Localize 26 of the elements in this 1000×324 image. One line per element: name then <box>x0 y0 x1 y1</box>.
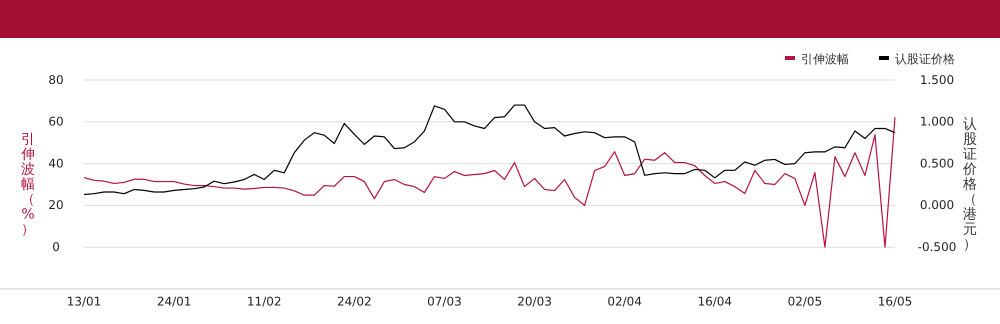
line-series <box>83 116 896 248</box>
x-tick-label: 24/01 <box>156 294 192 309</box>
x-tick-label: 24/02 <box>337 294 372 309</box>
line-series <box>83 104 896 196</box>
x-tick-label: 16/04 <box>697 294 732 309</box>
y-tick-label: 60 <box>48 114 64 129</box>
x-tick-label: 07/03 <box>427 294 462 309</box>
y2-tick-label: -0.500 <box>918 240 956 254</box>
y2-tick-label: 0.000 <box>920 198 954 212</box>
x-tick-label: 16/05 <box>878 294 912 309</box>
y-axis-title: 引伸波幅（%） <box>20 132 35 238</box>
x-tick-label: 02/04 <box>607 294 642 309</box>
text: 认股证价格（港元） <box>963 116 977 252</box>
x-tick-label: 20/03 <box>517 294 552 309</box>
y2-tick-label: 0.500 <box>920 156 954 170</box>
x-tick-label: 13/01 <box>66 294 102 309</box>
legend-label: 认股证价格 <box>895 52 955 66</box>
y2-tick-label: 1.500 <box>920 72 954 87</box>
x-tick-label: 11/02 <box>246 294 282 309</box>
y-tick-label: 80 <box>48 72 64 87</box>
y-tick-label: 40 <box>48 156 64 170</box>
x-tick-label: 02/05 <box>788 294 822 309</box>
y-tick-label: 20 <box>48 198 64 212</box>
y2-tick-label: 1.000 <box>920 114 954 129</box>
legend-label: 引伸波幅 <box>801 52 849 66</box>
y-tick-label: 0 <box>52 240 60 254</box>
